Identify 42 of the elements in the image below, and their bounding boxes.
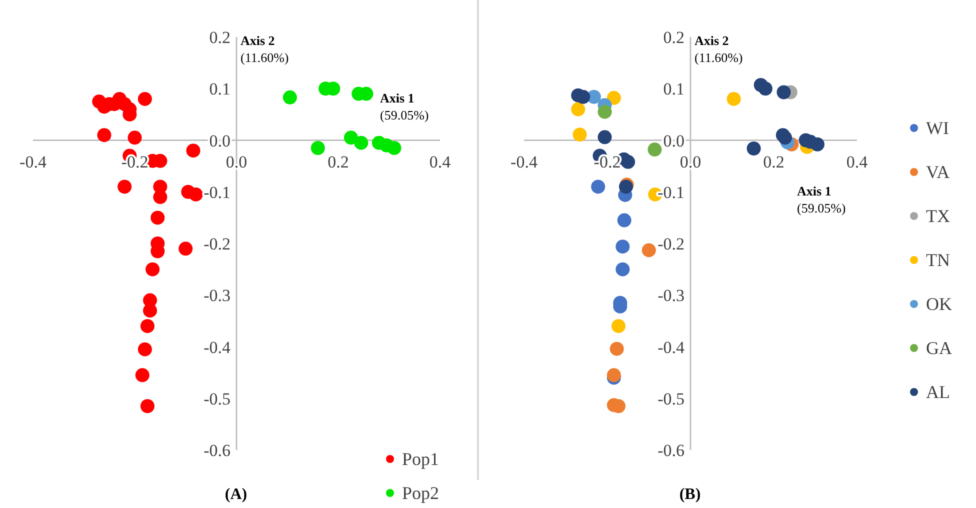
legend-label: OK (926, 294, 952, 314)
x-tick-label: 0.2 (328, 152, 349, 172)
y-tick-label: 0.0 (663, 131, 684, 150)
y-tick-label: -0.3 (204, 286, 230, 306)
legend-label: VA (926, 162, 950, 182)
y-tick-label: -0.3 (658, 286, 684, 306)
y-axis-title: Axis 2 (11.60%) (240, 33, 289, 65)
y-tick-label: -0.2 (658, 234, 684, 254)
x-tick-label: -0.4 (510, 152, 538, 172)
text: (B) (679, 486, 701, 503)
x-axis-title: Axis 1 (59.05%) (797, 183, 846, 216)
y-tick-label: 0.1 (663, 80, 684, 99)
legend-label: GA (926, 338, 952, 358)
y-tick-label: 0.2 (209, 28, 230, 47)
y-tick-label: -0.5 (658, 389, 684, 408)
y-tick-label: 0.0 (209, 131, 230, 150)
y-tick-label: -0.4 (204, 338, 231, 357)
legend-label: TN (926, 250, 950, 270)
y-axis-title: Axis 2 (11.60%) (694, 33, 743, 65)
x-axis-title: Axis 1 (59.05%) (380, 90, 429, 122)
y-tick-label: -0.1 (204, 182, 230, 202)
legend-label: TX (926, 206, 950, 226)
x-tick-label: -0.2 (121, 152, 148, 172)
y-tick-label: -0.5 (204, 389, 230, 408)
x-tick-label: -0.2 (594, 152, 621, 172)
y-tick-label: -0.2 (204, 234, 230, 254)
x-tick-label: 0.0 (680, 152, 702, 172)
x-tick-label: 0.2 (763, 152, 784, 172)
y-tick-label: 0.2 (663, 28, 684, 47)
x-tick-label: 0.4 (846, 152, 868, 172)
y-tick-label: 0.1 (209, 80, 230, 99)
x-tick-label: 0.0 (226, 152, 248, 172)
legend-label: WI (926, 118, 949, 138)
legend-label: Pop1 (402, 449, 440, 469)
y-tick-label: -0.6 (204, 441, 230, 460)
text: (A) (224, 486, 248, 503)
y-tick-label: -0.4 (658, 338, 685, 357)
x-tick-label: -0.4 (20, 152, 47, 172)
legend-label: AL (926, 382, 950, 402)
legend-label: Pop2 (402, 483, 440, 503)
x-tick-label: 0.4 (429, 152, 452, 172)
y-tick-label: -0.6 (658, 441, 684, 460)
